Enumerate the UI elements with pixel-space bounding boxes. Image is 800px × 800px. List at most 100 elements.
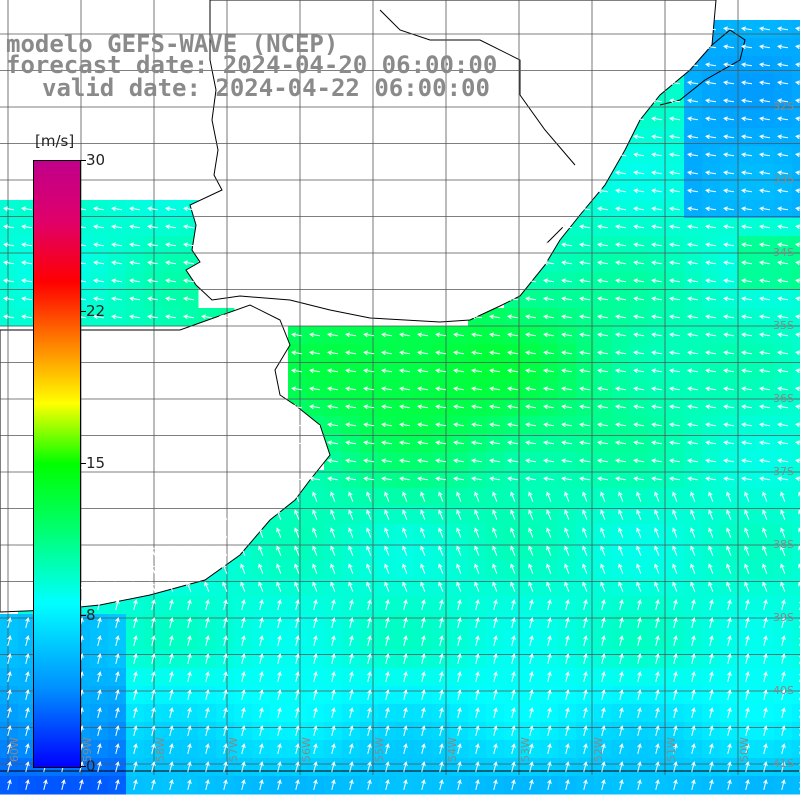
speed-cell — [792, 776, 800, 795]
wave-arrow — [187, 761, 192, 772]
wave-arrow — [165, 314, 177, 320]
speed-cell — [792, 704, 800, 723]
wave-arrow — [618, 491, 624, 502]
wave-arrow — [741, 98, 753, 104]
wave-arrow — [493, 743, 498, 754]
wave-arrow — [349, 671, 354, 682]
wave-arrow — [795, 368, 800, 374]
wave-arrow — [115, 689, 120, 700]
wave-arrow — [385, 599, 390, 610]
wave-arrow — [240, 491, 246, 502]
wave-arrow — [439, 725, 444, 736]
wave-arrow — [705, 134, 717, 140]
wave-arrow — [655, 707, 660, 718]
wave-arrow — [777, 476, 789, 482]
wave-arrow — [385, 761, 390, 772]
wave-arrow — [438, 509, 444, 520]
wave-arrow — [259, 689, 264, 700]
wave-arrow — [169, 599, 174, 610]
wave-arrow — [669, 152, 681, 158]
wave-arrow — [223, 689, 228, 700]
wave-arrow — [222, 563, 228, 574]
wave-arrow — [366, 545, 372, 556]
wave-arrow — [381, 386, 393, 392]
wave-arrow — [633, 440, 645, 446]
wave-arrow — [295, 671, 300, 682]
wave-arrow — [133, 743, 138, 754]
wave-arrow — [705, 332, 717, 338]
wave-arrow — [367, 761, 372, 772]
wave-arrow — [579, 332, 591, 338]
wave-arrow — [741, 242, 753, 248]
wave-arrow — [183, 278, 195, 284]
wave-arrow — [741, 422, 753, 428]
wave-arrow — [741, 404, 753, 410]
wave-arrow — [187, 635, 192, 646]
wave-arrow — [669, 98, 681, 104]
wave-arrow — [25, 743, 30, 754]
wave-arrow — [655, 617, 660, 628]
wave-arrow — [186, 527, 192, 538]
wave-arrow — [651, 134, 663, 140]
wave-arrow — [169, 671, 174, 682]
wave-arrow — [133, 653, 138, 664]
wave-arrow — [93, 314, 105, 320]
wave-arrow — [471, 386, 483, 392]
wave-arrow — [763, 599, 768, 610]
wave-arrow — [691, 653, 696, 664]
wave-arrow — [709, 599, 714, 610]
longitude-label: 53W — [519, 737, 532, 762]
wave-arrow — [723, 404, 735, 410]
wave-arrow — [489, 476, 501, 482]
wave-arrow — [349, 599, 354, 610]
wave-arrow — [673, 617, 678, 628]
wave-arrow — [511, 761, 516, 772]
wave-arrow — [741, 44, 753, 50]
wave-arrow — [741, 170, 753, 176]
wave-arrow — [597, 458, 609, 464]
wave-arrow — [133, 779, 138, 790]
wave-arrow — [511, 671, 516, 682]
wave-arrow — [492, 563, 498, 574]
wave-arrow — [777, 206, 789, 212]
wave-arrow — [547, 671, 552, 682]
wave-arrow — [633, 260, 645, 266]
wave-arrow — [222, 545, 228, 556]
wave-arrow — [402, 545, 408, 556]
wave-arrow — [133, 635, 138, 646]
wave-arrow — [492, 581, 498, 592]
wave-arrow — [547, 599, 552, 610]
wave-arrow — [601, 761, 606, 772]
wave-arrow — [456, 545, 462, 556]
wave-arrow — [493, 725, 498, 736]
wave-arrow — [399, 386, 411, 392]
wave-arrow — [669, 224, 681, 230]
wave-arrow — [129, 224, 141, 230]
wave-arrow — [349, 779, 354, 790]
wave-arrow — [277, 779, 282, 790]
longitude-label: 50W — [738, 737, 751, 762]
wave-arrow — [439, 599, 444, 610]
wave-arrow — [597, 278, 609, 284]
wave-arrow — [561, 476, 573, 482]
wave-arrow — [744, 491, 750, 502]
wave-arrow — [331, 653, 336, 664]
wave-arrow — [277, 689, 282, 700]
wave-arrow — [204, 527, 210, 538]
wave-arrow — [381, 476, 393, 482]
wave-arrow — [708, 563, 714, 574]
wave-arrow — [147, 314, 159, 320]
wave-arrow — [615, 134, 627, 140]
wave-arrow — [277, 671, 282, 682]
longitude-label: 54W — [446, 737, 459, 762]
wave-arrow — [309, 440, 321, 446]
wave-arrow — [403, 779, 408, 790]
wave-arrow — [741, 332, 753, 338]
wave-arrow — [115, 725, 120, 736]
wave-arrow — [25, 707, 30, 718]
wave-arrow — [651, 116, 663, 122]
wave-arrow — [420, 563, 426, 574]
wave-arrow — [114, 563, 120, 574]
wave-arrow — [651, 422, 663, 428]
speed-cell — [792, 578, 800, 597]
